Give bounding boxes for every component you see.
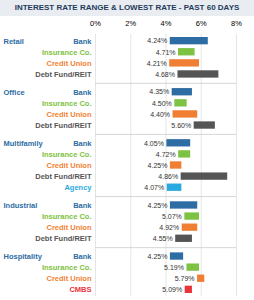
svg-text:4.07%: 4.07% [144,184,164,191]
svg-text:4.68%: 4.68% [155,71,175,78]
svg-text:4.50%: 4.50% [152,100,172,107]
svg-text:4.24%: 4.24% [147,37,167,44]
svg-text:Industrial: Industrial [4,201,38,210]
svg-text:8%: 8% [231,19,242,28]
svg-text:4.35%: 4.35% [149,88,169,95]
svg-text:Office: Office [4,88,25,97]
svg-text:4.55%: 4.55% [153,235,173,242]
html-text:INTEREST RATE RANGE & LOWEST R: INTEREST RATE RANGE & LOWEST RATE - PAST… [14,3,240,12]
svg-text:4%: 4% [161,19,172,28]
svg-text:4.25%: 4.25% [148,253,168,260]
svg-text:5.09%: 5.09% [162,286,182,293]
svg-text:Debt Fund/REIT: Debt Fund/REIT [35,172,92,181]
svg-text:Insurance Co.: Insurance Co. [42,263,92,272]
svg-text:4.05%: 4.05% [144,140,164,147]
svg-text:5.19%: 5.19% [164,264,184,271]
svg-text:5.60%: 5.60% [171,122,191,129]
svg-text:Bank: Bank [73,88,92,97]
svg-text:4.86%: 4.86% [158,173,178,180]
svg-text:5.07%: 5.07% [162,213,182,220]
svg-text:Agency: Agency [64,183,92,192]
svg-text:Bank: Bank [73,252,92,261]
svg-text:Bank: Bank [73,139,92,148]
svg-text:Credit Union: Credit Union [47,223,92,232]
svg-text:Credit Union: Credit Union [47,59,92,68]
svg-text:Debt Fund/REIT: Debt Fund/REIT [35,70,92,79]
svg-text:Bank: Bank [73,37,92,46]
svg-text:Credit Union: Credit Union [47,110,92,119]
svg-text:6%: 6% [196,19,207,28]
svg-text:Insurance Co.: Insurance Co. [42,150,92,159]
svg-text:Insurance Co.: Insurance Co. [42,48,92,57]
svg-text:Debt Fund/REIT: Debt Fund/REIT [35,121,92,130]
svg-text:Debt Fund/REIT: Debt Fund/REIT [35,234,92,243]
svg-text:4.25%: 4.25% [148,202,168,209]
svg-text:Credit Union: Credit Union [47,161,92,170]
svg-text:CMBS: CMBS [69,285,91,294]
svg-text:4.92%: 4.92% [159,224,179,231]
svg-text:5.79%: 5.79% [175,275,195,282]
svg-text:Insurance Co.: Insurance Co. [42,99,92,108]
svg-text:Retail: Retail [4,37,24,46]
svg-text:4.25%: 4.25% [148,162,168,169]
svg-text:0%: 0% [90,19,101,28]
svg-text:Multifamily: Multifamily [4,139,44,148]
svg-text:Insurance Co.: Insurance Co. [42,212,92,221]
svg-text:4.21%: 4.21% [147,60,167,67]
svg-text:4.71%: 4.71% [156,49,176,56]
svg-text:Bank: Bank [73,201,92,210]
svg-text:Credit Union: Credit Union [47,274,92,283]
svg-text:4.72%: 4.72% [156,151,176,158]
svg-text:2%: 2% [125,19,136,28]
svg-text:Hospitality: Hospitality [4,252,43,261]
svg-text:4.40%: 4.40% [150,111,170,118]
